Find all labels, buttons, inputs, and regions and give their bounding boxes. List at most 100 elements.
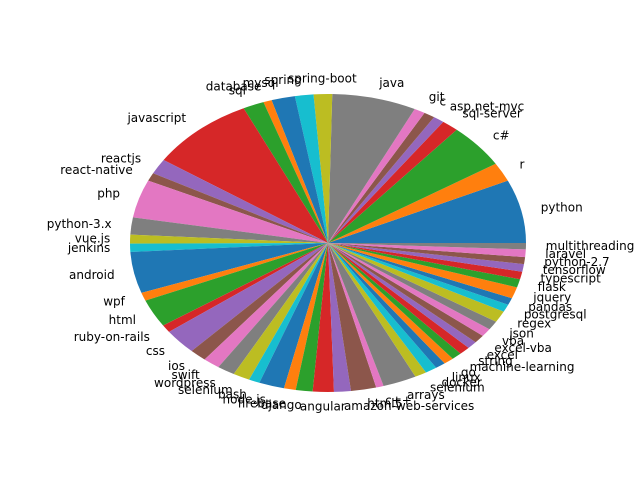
pie-label-php: php (97, 187, 120, 201)
pie-label-vba: vba (502, 334, 524, 348)
pie-label-docker: docker (441, 375, 481, 389)
pie-slice-spring (294, 94, 328, 244)
pie-label-ios: ios (168, 359, 185, 373)
pie-slice-sql-server (328, 121, 457, 243)
pie-label-swift: swift (172, 368, 200, 382)
pie-slice-css (169, 243, 328, 352)
pie-slice-postgresql (328, 243, 509, 312)
pie-label-c++: c++ (385, 394, 412, 408)
pie-label-string: string (478, 354, 512, 368)
pie-label-spring: spring (264, 73, 301, 87)
pie-label-json: json (508, 326, 534, 340)
pie-slice-jenkins (130, 243, 328, 252)
pie-label-wordpress: wordpress (154, 376, 216, 390)
pie-slice-arrays (328, 243, 416, 386)
pie-slice-string (328, 243, 469, 354)
pie-label-c#: c# (493, 128, 510, 142)
pie-label-jquery: jquery (532, 290, 571, 304)
pie-label-arrays: arrays (407, 388, 445, 402)
pie-label-bash: bash (218, 388, 247, 402)
pie-slice-android (130, 243, 328, 293)
pie-label-html5: html5 (367, 397, 402, 411)
pie-label-selenium: selenium (178, 383, 233, 397)
pie-slice-json (328, 243, 497, 330)
pie-label-excel: excel (487, 348, 518, 362)
pie-slice-laravel (328, 243, 526, 258)
pie-label-typescript: typescript (541, 271, 602, 285)
pie-label-postgresql: postgresql (524, 307, 587, 321)
pie-label-html: html (109, 313, 136, 327)
pie-label-amazon-web-services: amazon-web-services (344, 399, 474, 413)
pie-label-sql: sql (229, 84, 246, 98)
pie-slice-firebase (283, 243, 328, 390)
pie-slice-linux (328, 243, 445, 368)
pie-label-django: django (261, 398, 302, 412)
pie-label-machine-learning: machine-learning (470, 360, 575, 374)
pie-slice-ios (191, 243, 328, 360)
pie-slice-python-2.7 (328, 243, 526, 265)
pie-label-node.js: node.js (223, 393, 266, 407)
pie-label-angular: angular (300, 399, 346, 413)
pie-slice-swift (204, 243, 328, 368)
pie-slice-angular (312, 243, 334, 392)
pie-slice-machine-learning (328, 243, 461, 359)
pie-label-wpf: wpf (103, 295, 125, 309)
pie-slice-c (328, 112, 435, 244)
pie-slice-c# (328, 129, 496, 243)
pie-slice-typescript (328, 243, 523, 280)
pie-label-python-3.x: python-3.x (47, 217, 112, 231)
pie-slice-javascript (163, 108, 328, 243)
pie-label-pandas: pandas (528, 300, 572, 314)
pie-slice-selenium (328, 243, 427, 377)
pie-label-laravel: laravel (545, 247, 586, 261)
pie-slice-asp.net-mvc (328, 117, 444, 243)
pie-slice-excel-vba (328, 243, 483, 343)
pie-label-database: database (206, 79, 262, 93)
pie-slice-docker (328, 243, 437, 373)
pie-label-selenium: selenium (430, 380, 485, 394)
pie-slice-ruby-on-rails (163, 243, 328, 332)
pie-slice-mysql (271, 96, 328, 243)
pie-label-css: css (146, 344, 165, 358)
pie-slices (129, 93, 526, 392)
pie-label-go: go (461, 365, 476, 379)
pie-label-firebase: firebase (238, 396, 286, 410)
pie-label-git: git (429, 90, 445, 104)
pie-label-ruby-on-rails: ruby-on-rails (74, 330, 150, 344)
pie-slice-vba (328, 243, 490, 336)
pie-slice-php (132, 180, 328, 243)
pie-slice-react-native (148, 173, 328, 243)
pie-label-tensorflow: tensorflow (543, 263, 606, 277)
pie-label-regex: regex (517, 317, 551, 331)
pie-slice-wpf (141, 243, 328, 301)
pie-slice-excel (328, 243, 476, 348)
pie-slice-java (328, 94, 415, 243)
pie-label-multithreading: multithreading (546, 239, 635, 253)
pie-label-reactjs: reactjs (101, 151, 141, 165)
pie-label-spring-boot: spring-boot (288, 72, 357, 86)
pie-slice-c++ (328, 243, 384, 388)
pie-label-c: c (439, 95, 446, 109)
pie-label-java: java (378, 76, 404, 90)
pie-slice-html (145, 243, 328, 326)
pie-slice-selenium (233, 243, 328, 380)
pie-slice-spring-boot (313, 93, 333, 243)
pie-slice-jquery (328, 243, 518, 299)
pie-slice-database (263, 100, 328, 244)
pie-label-javascript: javascript (126, 111, 186, 125)
pie-slice-node.js (259, 243, 328, 389)
pie-slice-html5 (328, 243, 377, 391)
pie-slice-python (328, 180, 526, 243)
pie-label-python: python (541, 200, 583, 214)
pie-slice-sql (243, 102, 328, 244)
pie-label-asp.net-mvc: asp.net-mvc (450, 100, 524, 114)
pie-label-r: r (520, 157, 525, 171)
pie-slice-regex (328, 243, 504, 322)
pie-slice-bash (249, 243, 328, 383)
pie-slice-vue.js (129, 234, 328, 244)
pie-label-vue.js: vue.js (75, 231, 111, 245)
pie-label-jenkins: jenkins (67, 241, 110, 255)
pie-slice-amazon-web-services (328, 243, 352, 392)
pie-label-linux: linux (452, 370, 481, 384)
